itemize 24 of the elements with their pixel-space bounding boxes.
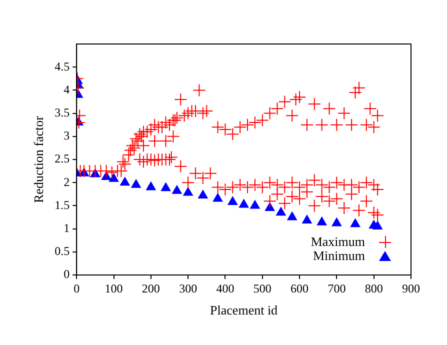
x-tick-label: 600: [290, 281, 309, 296]
y-tick-label: 1.5: [54, 198, 70, 212]
y-tick-label: 2.5: [54, 152, 70, 166]
y-tick-label: 2: [64, 174, 70, 189]
x-tick-label: 200: [142, 281, 160, 296]
x-tick-label: 0: [74, 281, 80, 296]
x-tick-label: 100: [104, 281, 123, 296]
x-tick-label: 500: [253, 281, 272, 296]
y-tick-label: 0: [64, 267, 70, 282]
x-tick-label: 400: [216, 281, 234, 296]
y-tick-label: 1: [64, 220, 70, 235]
legend-label: Minimum: [312, 248, 365, 263]
legend-label: Maximum: [310, 234, 365, 249]
y-tick-label: 3: [64, 128, 70, 143]
x-tick-label: 700: [328, 281, 346, 296]
x-tick-label: 300: [179, 281, 198, 296]
x-tick-label: 900: [402, 281, 420, 296]
y-tick-label: 4.5: [54, 59, 70, 74]
x-tick-label: 800: [364, 281, 383, 296]
x-axis-title: Placement id: [210, 302, 278, 318]
y-tick-label: 3.5: [54, 105, 70, 120]
y-axis-title: Reduction factor: [31, 115, 46, 203]
y-tick-label: 0.5: [54, 244, 70, 258]
y-tick-label: 4: [64, 82, 70, 96]
